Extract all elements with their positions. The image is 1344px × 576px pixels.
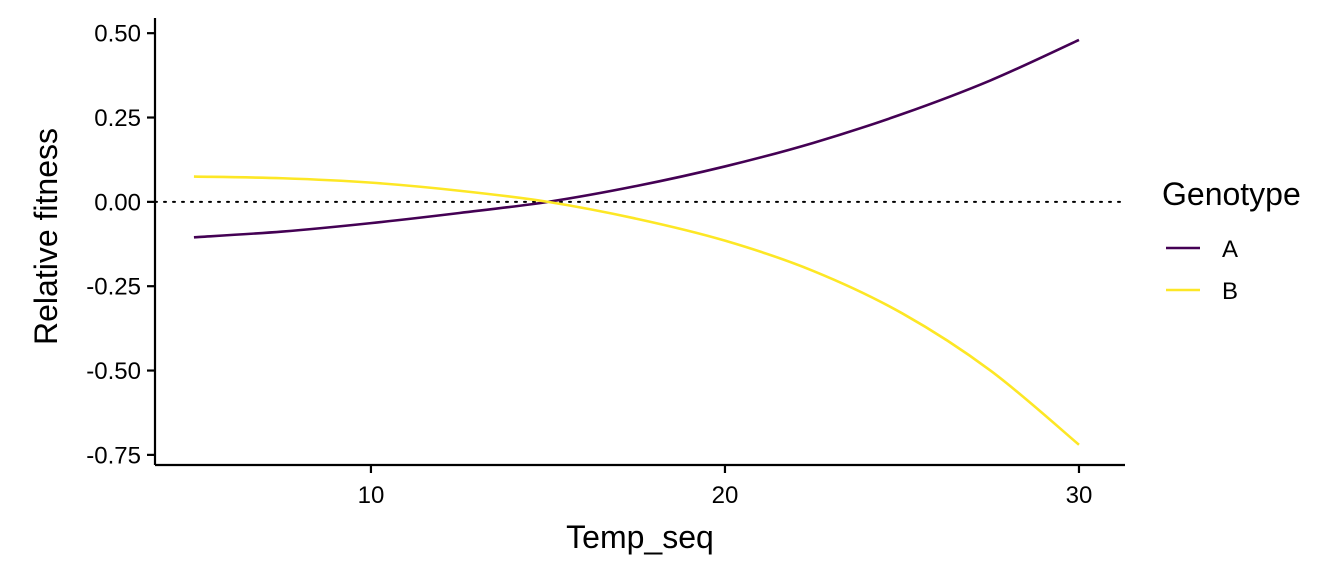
series-line-b: [193, 175, 1080, 446]
y-tick-label: -0.75: [86, 442, 141, 469]
series-line-a: [193, 38, 1080, 239]
y-axis-title: Relative fitness: [28, 128, 64, 345]
legend-label-b: B: [1222, 278, 1238, 305]
legend-items: AB: [1166, 236, 1238, 305]
series-layer: [193, 38, 1080, 446]
y-axis-ticks: 0.50 0.25 0.00 -0.25 -0.50 -0.75: [86, 21, 155, 469]
x-axis-ticks: 10 20 30: [358, 465, 1093, 509]
y-tick-label: 0.00: [94, 189, 141, 216]
x-tick-label: 30: [1066, 482, 1093, 509]
x-axis-title: Temp_seq: [566, 519, 714, 555]
y-tick-label: 0.50: [94, 21, 141, 48]
legend-label-a: A: [1222, 236, 1238, 263]
axes-layer: [153, 18, 1125, 467]
legend: Genotype AB: [1162, 176, 1301, 305]
legend-title: Genotype: [1162, 176, 1301, 212]
y-tick-label: -0.50: [86, 358, 141, 385]
x-tick-label: 20: [712, 482, 739, 509]
x-tick-label: 10: [358, 482, 385, 509]
y-tick-label: -0.25: [86, 274, 141, 301]
y-tick-label: 0.25: [94, 105, 141, 132]
